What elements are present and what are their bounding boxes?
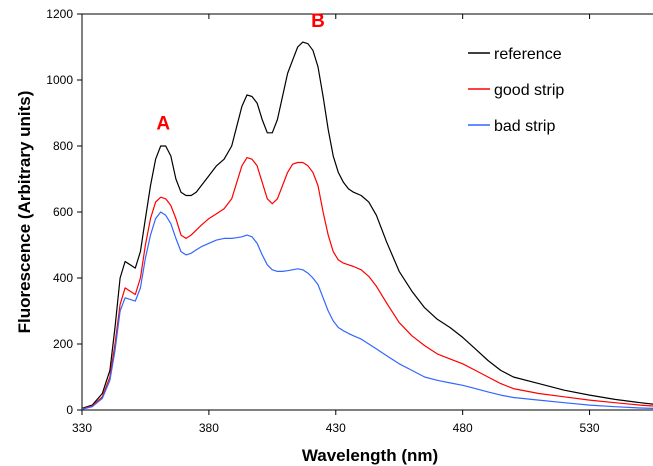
series-line-reference	[82, 41, 653, 409]
y-tick-label: 400	[53, 271, 73, 285]
legend: reference good strip bad strip	[468, 46, 564, 135]
legend-label-reference: reference	[494, 46, 562, 63]
annotation-B: B	[311, 11, 325, 32]
x-tick-label: 530	[580, 421, 600, 435]
y-tick-label: 1200	[46, 7, 73, 21]
y-tick-label: 200	[53, 337, 73, 351]
peak-annotations: AB	[156, 11, 325, 134]
legend-label-good-strip: good strip	[494, 82, 564, 99]
y-axis-ticks: 0 200 400 600 800 1000 1200	[46, 7, 82, 417]
x-tick-label: 480	[453, 421, 473, 435]
x-axis-title: Wavelength (nm)	[302, 446, 438, 465]
x-tick-label: 380	[199, 421, 219, 435]
y-axis-title: Fluorescence (Arbitrary units)	[15, 91, 34, 334]
series-lines	[82, 41, 653, 410]
legend-label-bad-strip: bad strip	[494, 118, 555, 135]
x-axis-ticks: 330 380 430 480 530	[72, 14, 600, 435]
annotation-A: A	[156, 114, 170, 135]
y-tick-label: 0	[66, 403, 73, 417]
y-tick-label: 800	[53, 139, 73, 153]
series-line-bad-strip	[82, 211, 653, 410]
series-line-good-strip	[82, 157, 653, 410]
y-tick-label: 600	[53, 205, 73, 219]
y-tick-label: 1000	[46, 73, 73, 87]
x-tick-label: 430	[326, 421, 346, 435]
x-tick-label: 330	[72, 421, 92, 435]
